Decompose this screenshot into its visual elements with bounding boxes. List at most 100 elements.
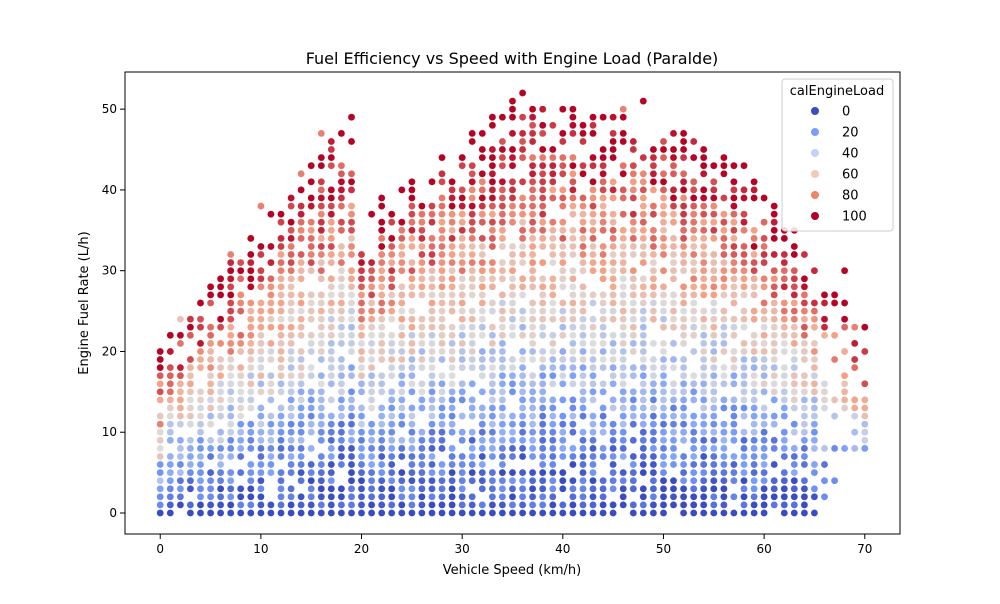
- data-point: [820, 492, 829, 501]
- data-point: [528, 331, 537, 340]
- data-point: [367, 258, 376, 267]
- data-point: [659, 436, 668, 445]
- data-point: [619, 194, 628, 202]
- data-point: [327, 396, 336, 404]
- data-point: [720, 307, 728, 315]
- data-point: [710, 274, 718, 283]
- data-point: [317, 396, 326, 404]
- data-point: [599, 161, 607, 170]
- data-point: [569, 226, 577, 235]
- data-point: [297, 331, 305, 340]
- data-point: [488, 492, 497, 501]
- data-point: [257, 323, 265, 332]
- data-point: [448, 194, 456, 202]
- data-point: [387, 371, 396, 380]
- data-point: [579, 404, 587, 412]
- data-point: [246, 420, 255, 429]
- data-point: [609, 194, 617, 202]
- data-point: [508, 452, 517, 461]
- data-point: [589, 323, 597, 332]
- data-point: [478, 307, 487, 315]
- data-point: [720, 452, 728, 461]
- data-point: [840, 396, 849, 404]
- data-point: [297, 468, 305, 477]
- data-point: [287, 436, 295, 445]
- x-axis-label: Vehicle Speed (km/h): [443, 563, 581, 578]
- data-point: [699, 379, 708, 388]
- data-point: [699, 169, 708, 178]
- data-point: [569, 355, 577, 364]
- data-point: [297, 274, 305, 283]
- data-point: [579, 242, 587, 251]
- data-point: [538, 323, 547, 332]
- data-point: [790, 282, 799, 291]
- data-point: [720, 492, 728, 501]
- data-point: [277, 404, 285, 412]
- data-point: [579, 436, 587, 445]
- data-point: [448, 476, 456, 485]
- data-point: [488, 444, 497, 453]
- data-point: [307, 291, 316, 299]
- data-point: [297, 379, 305, 388]
- data-point: [579, 339, 587, 348]
- plot-frame: [124, 71, 901, 535]
- data-point: [257, 347, 265, 356]
- data-point: [569, 509, 577, 517]
- data-point: [287, 428, 295, 437]
- data-point: [780, 363, 789, 372]
- data-point: [760, 307, 768, 315]
- data-point: [518, 331, 527, 340]
- data-point: [810, 468, 819, 477]
- data-point: [518, 307, 527, 315]
- data-point: [689, 476, 698, 485]
- data-point: [327, 299, 336, 307]
- data-point: [307, 420, 316, 429]
- data-point: [528, 105, 537, 113]
- data-point: [397, 501, 406, 509]
- data-point: [619, 501, 628, 509]
- data-point: [538, 428, 547, 437]
- data-point: [790, 315, 799, 324]
- data-point: [710, 509, 718, 517]
- data-point: [448, 250, 456, 259]
- data-point: [287, 331, 295, 340]
- data-point: [478, 412, 487, 420]
- data-point: [699, 161, 708, 170]
- data-point: [176, 492, 185, 501]
- data-point: [226, 387, 235, 396]
- data-point: [699, 258, 708, 267]
- legend-marker: [811, 128, 819, 136]
- data-point: [478, 484, 487, 493]
- data-point: [357, 387, 366, 396]
- data-point: [478, 282, 487, 291]
- data-point: [689, 137, 698, 146]
- data-point: [307, 387, 316, 396]
- data-point: [297, 509, 305, 517]
- data-point: [679, 266, 688, 275]
- data-point: [689, 258, 698, 267]
- data-point: [377, 379, 386, 388]
- data-point: [297, 404, 305, 412]
- data-point: [669, 396, 678, 404]
- data-point: [337, 509, 346, 517]
- data-point: [699, 428, 708, 437]
- data-point: [397, 492, 406, 501]
- data-point: [458, 258, 467, 267]
- data-point: [216, 484, 225, 493]
- data-point: [629, 339, 638, 348]
- data-point: [710, 436, 718, 445]
- data-point: [619, 250, 628, 259]
- data-point: [327, 460, 336, 469]
- data-point: [307, 468, 316, 477]
- data-point: [659, 137, 668, 146]
- data-point: [810, 396, 819, 404]
- data-point: [609, 428, 617, 437]
- data-point: [599, 363, 607, 372]
- data-point: [559, 436, 567, 445]
- data-point: [367, 501, 376, 509]
- data-point: [549, 339, 557, 348]
- data-point: [649, 258, 658, 267]
- data-point: [206, 404, 215, 412]
- data-point: [488, 226, 497, 235]
- data-point: [196, 347, 205, 356]
